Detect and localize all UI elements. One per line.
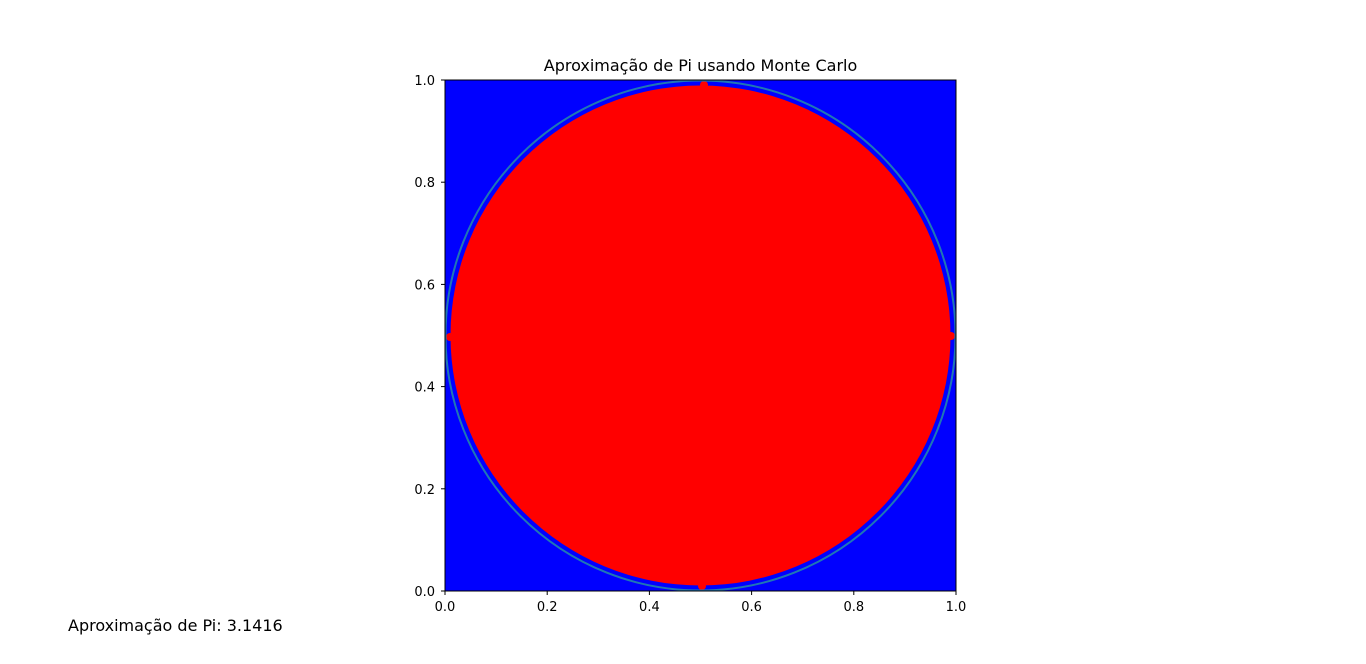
x-tick-label: 0.4 [639,600,660,615]
inside-points-edge-left [446,333,454,341]
plot-area [445,80,956,591]
x-axis: 0.0 0.2 0.4 0.6 0.8 1.0 [435,591,967,615]
inside-points-edge-right [947,332,955,340]
inside-points-edge-bottom [698,582,706,590]
x-tick-label: 1.0 [946,600,967,615]
pi-approximation-text: Aproximação de Pi: 3.1416 [68,616,283,635]
inside-points-edge-top [700,81,708,89]
x-tick-label: 0.2 [537,600,558,615]
axes-frame [444,79,957,592]
y-tick-label: 1.0 [414,74,435,89]
x-tick-label: 0.6 [741,600,762,615]
x-tick-label: 0.0 [435,600,456,615]
inside-points-region [450,85,951,586]
chart-title: Aproximação de Pi usando Monte Carlo [544,56,858,75]
y-tick-label: 0.0 [414,585,435,600]
y-tick-label: 0.4 [414,381,435,396]
y-tick-label: 0.6 [414,278,435,293]
y-tick-label: 0.2 [414,483,435,498]
y-tick-label: 0.8 [414,176,435,191]
x-tick-label: 0.8 [843,600,864,615]
y-axis: 0.0 0.2 0.4 0.6 0.8 1.0 [414,74,445,600]
